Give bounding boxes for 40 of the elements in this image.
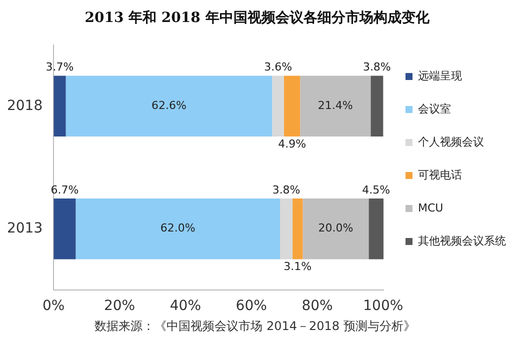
x-tick-label: 80% bbox=[302, 298, 333, 314]
bar bbox=[302, 198, 369, 260]
bar bbox=[76, 198, 280, 260]
bar bbox=[292, 198, 303, 260]
legend-label: 远端呈现 bbox=[418, 69, 462, 82]
x-tick-label: 0% bbox=[42, 298, 65, 314]
legend-label: 可视电话 bbox=[418, 168, 462, 182]
data-label: 3.8% bbox=[272, 183, 300, 196]
data-label: 6.7% bbox=[50, 183, 79, 196]
data-label: 4.9% bbox=[278, 137, 306, 150]
data-label: 20.0% bbox=[318, 222, 354, 235]
bar bbox=[272, 76, 284, 137]
bar bbox=[54, 198, 76, 260]
bar bbox=[280, 198, 293, 260]
bar bbox=[368, 198, 384, 260]
legend-label: 其他视频会议系统 bbox=[418, 234, 506, 248]
data-label: 3.8% bbox=[362, 60, 391, 74]
legend-label: 会议室 bbox=[418, 102, 451, 116]
source-note: 数据来源：《中国视频会议市场 2014－2018 预测与分析》 bbox=[94, 318, 416, 335]
bar bbox=[370, 76, 384, 137]
bar bbox=[66, 76, 272, 137]
bar bbox=[284, 76, 300, 137]
x-tick-label: 100% bbox=[363, 298, 404, 314]
data-label: 3.1% bbox=[284, 260, 312, 274]
data-label: 4.5% bbox=[362, 183, 390, 196]
x-tick-label: 40% bbox=[170, 298, 202, 314]
bar bbox=[300, 76, 371, 137]
data-label: 62.0% bbox=[160, 222, 196, 235]
y-tick-label: 2018 bbox=[6, 98, 43, 114]
data-label: 21.4% bbox=[318, 99, 353, 112]
y-tick-label: 2013 bbox=[6, 220, 43, 236]
legend-label: MCU bbox=[418, 201, 444, 214]
x-tick-label: 60% bbox=[236, 298, 267, 314]
legend-label: 个人视频会议 bbox=[418, 135, 484, 148]
data-label: 62.6% bbox=[151, 99, 186, 112]
x-tick-label: 20% bbox=[104, 298, 136, 314]
data-label: 3.6% bbox=[264, 60, 292, 74]
data-label: 3.7% bbox=[46, 60, 74, 74]
bar bbox=[54, 76, 66, 137]
chart-title: 2013 年和 2018 年中国视频会议各细分市场构成变化 bbox=[84, 9, 430, 26]
